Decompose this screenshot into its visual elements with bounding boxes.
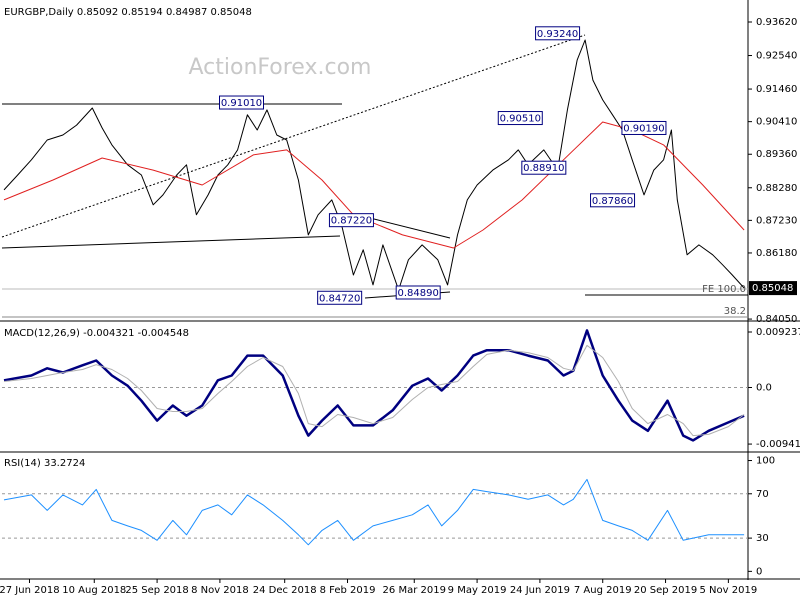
y-tick-label: 30 [756,533,769,544]
price-annotation: 0.84890 [398,288,439,299]
price-annotation: 0.88910 [523,163,564,174]
series-line [3,39,745,291]
panel-title: MACD(12,26,9) -0.004321 -0.004548 [4,328,189,339]
y-tick-label: 0.87230 [756,215,797,226]
y-tick-label: 0.0 [756,383,772,394]
price-annotation-box [535,26,581,41]
last-price-box [749,281,797,296]
price-annotation: 0.90190 [623,123,664,134]
trend-line [1,235,341,249]
price-annotation: 0.93240 [537,29,578,40]
y-tick-label: 0.84050 [756,314,797,325]
x-tick-label: 27 Jun 2018 [0,585,60,596]
series-line [3,329,745,442]
panel-title: RSI(14) 33.2724 [4,458,85,469]
y-tick-label: -0.009413 [756,439,800,450]
x-tick-label: 24 Dec 2018 [253,585,317,596]
price-annotation-box [621,120,667,135]
price-annotation-box [317,290,363,305]
trend-line [1,34,586,238]
y-tick-label: 0.009237 [756,327,800,338]
x-tick-label: 20 Sep 2019 [634,585,697,596]
price-annotation: 0.90510 [500,114,541,125]
x-tick-label: 25 Sep 2018 [125,585,188,596]
y-tick-label: 0.86180 [756,248,797,259]
series-line [3,344,745,437]
x-tick-label: 9 May 2019 [448,585,507,596]
trend-line [369,217,451,239]
price-annotation-box [328,213,374,228]
x-tick-label: 26 Mar 2019 [383,585,446,596]
y-tick-label: 0.89360 [756,149,797,160]
x-tick-label: 7 Aug 2019 [574,585,632,596]
price-annotation-box [521,160,567,175]
y-tick-label: 0.93620 [756,17,797,28]
price-annotation-box [497,111,543,126]
series-line [3,478,745,546]
x-tick-label: 5 Nov 2019 [700,585,758,596]
price-annotation: 0.87220 [331,216,372,227]
fib-label: 38.2 [724,306,746,317]
price-annotation: 0.84720 [319,293,360,304]
x-tick-label: 24 Jun 2019 [510,585,570,596]
fe-label: FE 100.0 [702,284,746,295]
y-tick-label: 70 [756,489,769,500]
y-tick-label: 100 [756,456,775,467]
x-tick-label: 10 Aug 2018 [62,585,126,596]
price-annotation-box [395,285,441,300]
price-annotation: 0.91010 [221,98,262,109]
y-tick-label: 0.90410 [756,117,797,128]
y-tick-label: 0.88280 [756,183,797,194]
price-annotation: 0.87860 [592,196,633,207]
x-tick-label: 8 Nov 2018 [191,585,249,596]
y-tick-label: 0.92540 [756,51,797,62]
y-tick-label: 0 [756,566,762,577]
watermark: ActionForex.com [189,55,372,80]
x-tick-label: 8 Feb 2019 [320,585,376,596]
panel-title: EURGBP,Daily 0.85092 0.85194 0.84987 0.8… [4,7,252,18]
y-tick-label: 0.91460 [756,84,797,95]
last-price-label: 0.85048 [752,283,793,294]
price-annotation-box [219,95,265,110]
price-annotation-box [590,193,636,208]
